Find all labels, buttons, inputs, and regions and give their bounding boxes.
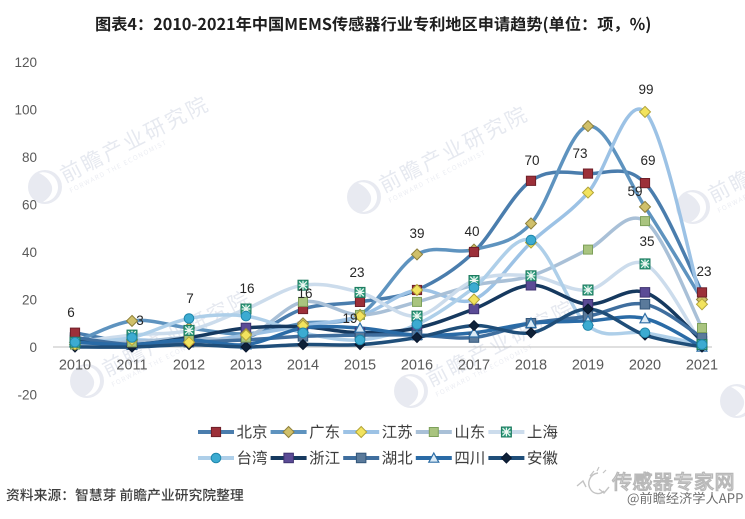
svg-text:35: 35 [639,234,654,249]
svg-text:60: 60 [22,197,37,212]
svg-text:2013: 2013 [230,358,262,374]
svg-text:2015: 2015 [344,358,376,374]
svg-text:-20: -20 [17,387,37,402]
svg-text:6: 6 [67,305,75,320]
svg-text:80: 80 [22,150,37,165]
svg-text:23: 23 [696,264,711,279]
svg-text:7: 7 [186,291,194,306]
svg-text:2019: 2019 [572,358,604,374]
svg-text:2010: 2010 [59,358,91,374]
svg-text:39: 39 [409,226,424,241]
svg-text:40: 40 [22,245,37,260]
svg-text:2018: 2018 [515,358,547,374]
svg-text:2017: 2017 [458,358,490,374]
svg-text:99: 99 [638,82,653,97]
svg-text:2021: 2021 [686,358,718,374]
svg-text:20: 20 [22,292,37,307]
svg-text:59: 59 [627,184,642,199]
svg-text:2012: 2012 [173,358,205,374]
svg-text:2020: 2020 [629,358,661,374]
svg-text:16: 16 [297,286,312,301]
svg-text:69: 69 [640,153,655,168]
svg-text:2011: 2011 [116,358,147,374]
svg-text:70: 70 [524,153,539,168]
svg-text:100: 100 [14,102,37,117]
svg-text:120: 120 [14,55,37,70]
svg-text:19: 19 [342,311,357,326]
svg-text:23: 23 [349,265,364,280]
svg-text:2016: 2016 [401,358,433,374]
svg-text:16: 16 [239,281,254,296]
svg-text:73: 73 [572,146,587,161]
svg-text:3: 3 [136,313,144,328]
svg-text:0: 0 [29,340,37,355]
svg-text:40: 40 [464,224,479,239]
svg-text:2014: 2014 [287,358,319,374]
